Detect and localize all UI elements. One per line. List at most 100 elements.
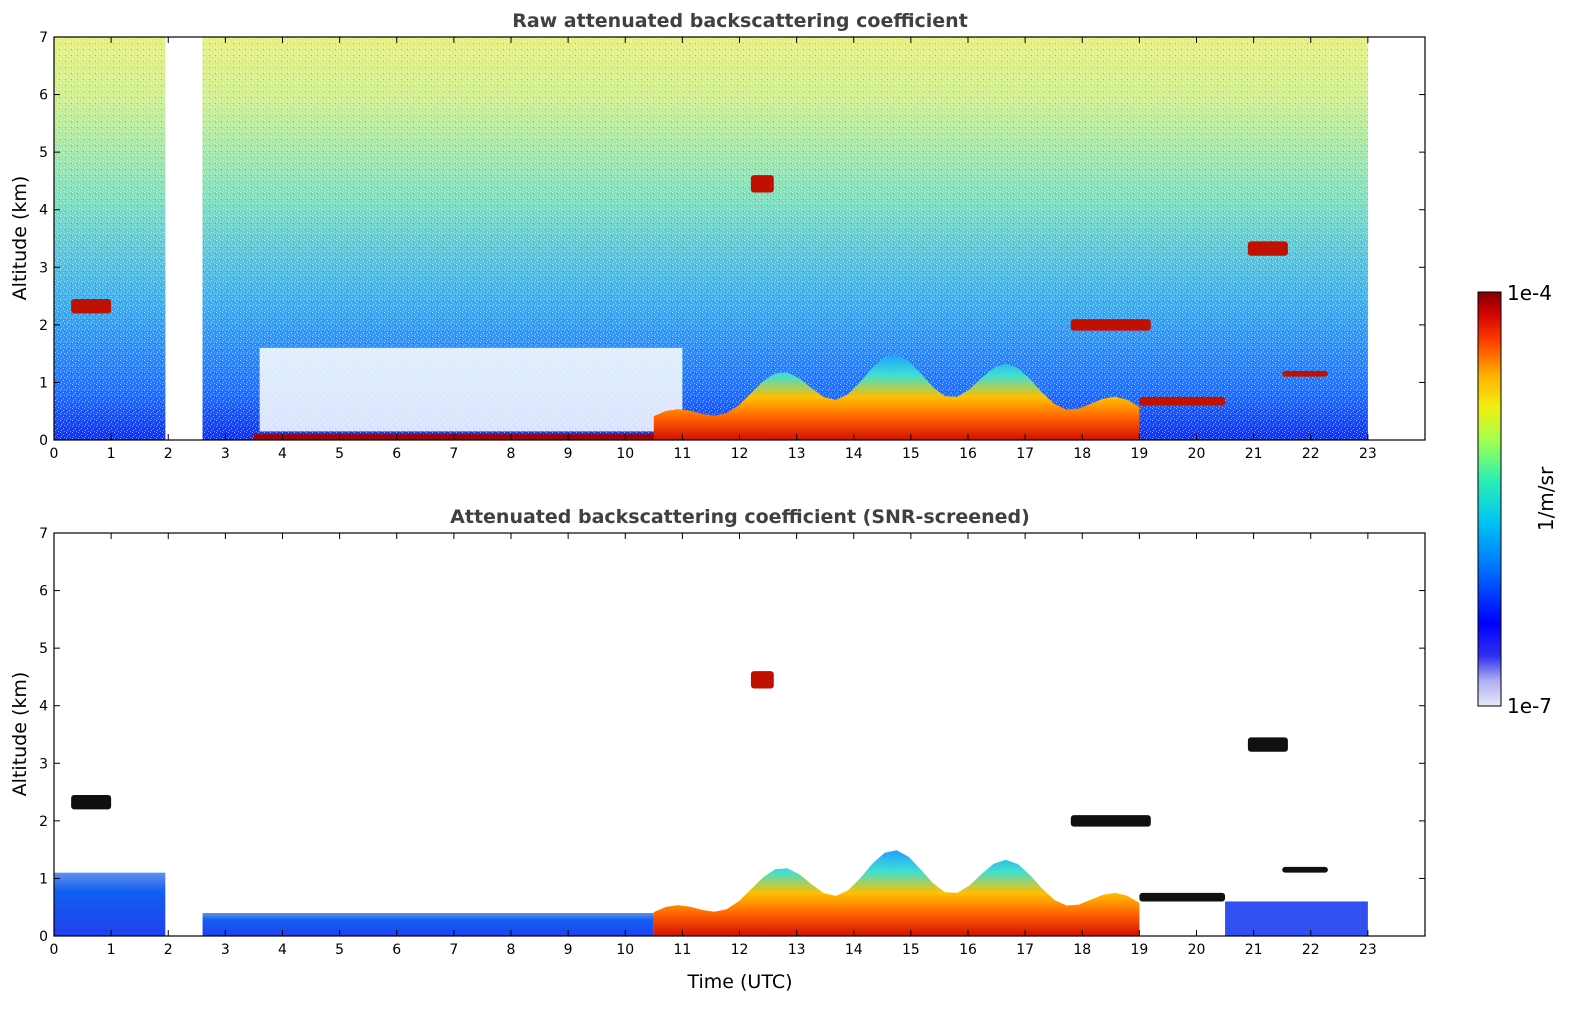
colorbar-gradient [1477,291,1502,707]
panel2-y-ticks: 0 1 2 3 4 5 6 7 [39,526,1425,945]
x-tick-label: 6 [392,942,401,958]
x-tick-label: 20 [1188,942,1206,958]
x-tick-label: 4 [278,942,287,958]
panel1-heatmap [54,37,1368,440]
y-tick-label: 3 [39,260,48,276]
x-tick-label: 22 [1302,942,1320,958]
x-tick-label: 23 [1359,942,1377,958]
panel2-x-ticks: 0 1 2 3 4 5 6 7 8 9 10 11 12 13 14 15 16 17 18 19 20 21 22 23 [50,533,1377,958]
x-tick-label: 23 [1359,446,1377,462]
x-tick-label: 15 [902,446,920,462]
x-tick-label: 2 [164,942,173,958]
y-tick-label: 4 [39,203,48,219]
panel1-feature-5 [1247,241,1288,256]
x-tick-label: 12 [731,446,749,462]
panel2-feature-6 [1247,737,1288,752]
y-tick-label: 7 [39,526,48,542]
panel2-feature-0 [54,872,166,936]
colorbar-unit-label: 1/m/sr [1534,466,1558,531]
y-tick-label: 1 [39,871,48,887]
x-tick-label: 14 [845,446,863,462]
panel1-feature-2 [750,175,774,193]
x-tick-label: 15 [902,942,920,958]
x-tick-label: 12 [731,942,749,958]
x-tick-label: 1 [107,446,116,462]
x-tick-label: 16 [959,446,977,462]
y-tick-label: 2 [39,814,48,830]
x-tick-label: 13 [788,942,806,958]
x-tick-label: 21 [1245,446,1263,462]
panel1-clear-region [259,347,683,432]
panel1-feature-3 [71,298,112,314]
y-tick-label: 6 [39,88,48,104]
panel1-feature-4 [1070,319,1151,331]
x-tick-label: 20 [1188,446,1206,462]
x-tick-label: 16 [959,942,977,958]
y-tick-label: 3 [39,756,48,772]
x-tick-label: 11 [673,446,691,462]
panel2-heatmap [54,533,1368,936]
panel1-feature-1 [653,354,1140,440]
x-tick-label: 10 [616,446,634,462]
panel2-feature-9 [1225,901,1368,936]
x-tick-label: 3 [221,446,230,462]
panel1-y-ticks: 0 1 2 3 4 5 6 7 [39,30,1425,449]
panel2-title: Attenuated backscattering coefficient (S… [450,506,1030,528]
x-axis-label: Time (UTC) [686,971,792,993]
panel1-noise-texture [54,37,1368,440]
y-tick-label: 6 [39,584,48,600]
raw-backscatter-panel: Raw attenuated backscattering coefficien… [9,10,1426,462]
y-tick-label: 5 [39,641,48,657]
x-tick-label: 1 [107,942,116,958]
x-tick-label: 5 [335,942,344,958]
panel2-feature-5 [1070,815,1151,827]
panel2-feature-1 [202,912,654,936]
x-tick-label: 9 [564,446,573,462]
x-tick-label: 8 [507,446,516,462]
x-tick-label: 0 [50,446,59,462]
colorbar-max-label: 1e-4 [1507,281,1552,305]
x-tick-label: 7 [449,446,458,462]
panel2-feature-3 [750,671,774,689]
panel2-feature-8 [1139,892,1226,902]
x-tick-label: 17 [1016,942,1034,958]
y-tick-label: 7 [39,30,48,46]
x-tick-label: 8 [507,942,516,958]
colorbar-min-label: 1e-7 [1507,694,1552,718]
panel2-frame [53,532,1426,937]
y-tick-label: 0 [39,929,48,945]
panel1-data-gap [165,37,203,440]
y-tick-label: 1 [39,375,48,391]
y-tick-label: 5 [39,145,48,161]
x-tick-label: 2 [164,446,173,462]
x-tick-label: 17 [1016,446,1034,462]
panel1-y-axis-label: Altitude (km) [9,176,31,301]
panel2-data-gap [165,533,203,936]
x-tick-label: 22 [1302,446,1320,462]
x-tick-label: 6 [392,446,401,462]
panel2-feature-2 [653,850,1140,936]
panel1-feature-6 [1282,370,1328,377]
x-tick-label: 19 [1130,942,1148,958]
x-tick-label: 5 [335,446,344,462]
y-tick-label: 4 [39,699,48,715]
colorbar: 1e-4 1e-7 1/m/sr [1477,281,1558,718]
x-tick-label: 7 [449,942,458,958]
y-tick-label: 2 [39,318,48,334]
x-tick-label: 9 [564,942,573,958]
panel2-y-axis-label: Altitude (km) [9,672,31,797]
x-tick-label: 21 [1245,942,1263,958]
panel2-feature-7 [1282,866,1328,873]
panel1-title: Raw attenuated backscattering coefficien… [512,10,968,32]
x-tick-label: 10 [616,942,634,958]
panel1-x-ticks: 0 1 2 3 4 5 6 7 8 9 10 11 12 13 14 15 16 17 18 19 20 21 22 23 [50,37,1377,462]
x-tick-label: 3 [221,942,230,958]
panel1-feature-7 [1139,396,1226,406]
x-tick-label: 14 [845,942,863,958]
x-tick-label: 0 [50,942,59,958]
x-tick-label: 11 [673,942,691,958]
panel2-feature-4 [71,794,112,810]
x-tick-label: 19 [1130,446,1148,462]
x-tick-label: 18 [1073,446,1091,462]
